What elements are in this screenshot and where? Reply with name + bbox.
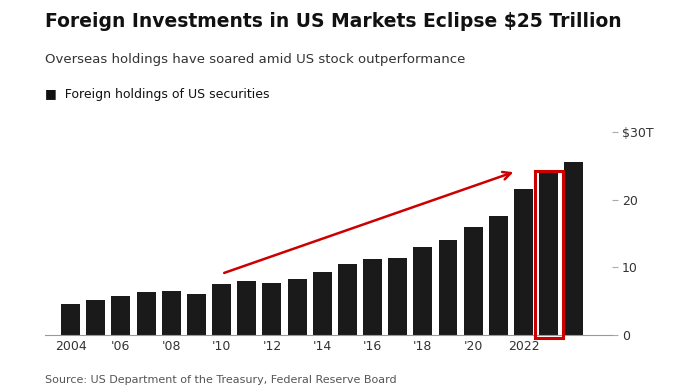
Bar xyxy=(338,264,357,335)
Text: ■  Foreign holdings of US securities: ■ Foreign holdings of US securities xyxy=(45,88,270,100)
Bar xyxy=(565,163,584,335)
Bar xyxy=(162,291,181,335)
Bar xyxy=(137,292,156,335)
Bar xyxy=(112,296,131,335)
Bar xyxy=(363,259,382,335)
Text: Foreign Investments in US Markets Eclipse $25 Trillion: Foreign Investments in US Markets Eclips… xyxy=(45,12,622,31)
Bar xyxy=(414,247,433,335)
Bar xyxy=(263,282,282,335)
Bar xyxy=(535,171,563,338)
Bar xyxy=(62,304,80,335)
Bar xyxy=(540,173,559,335)
Bar xyxy=(439,240,458,335)
Bar xyxy=(87,300,106,335)
Bar xyxy=(288,279,307,335)
Bar xyxy=(464,227,483,335)
Bar xyxy=(187,294,206,335)
Bar xyxy=(238,280,257,335)
Text: Source: US Department of the Treasury, Federal Reserve Board: Source: US Department of the Treasury, F… xyxy=(45,375,397,385)
Bar xyxy=(389,258,408,335)
Bar xyxy=(212,284,231,335)
Text: Overseas holdings have soared amid US stock outperformance: Overseas holdings have soared amid US st… xyxy=(45,53,466,65)
Bar xyxy=(313,272,332,335)
Bar xyxy=(514,189,533,335)
Bar xyxy=(489,216,508,335)
